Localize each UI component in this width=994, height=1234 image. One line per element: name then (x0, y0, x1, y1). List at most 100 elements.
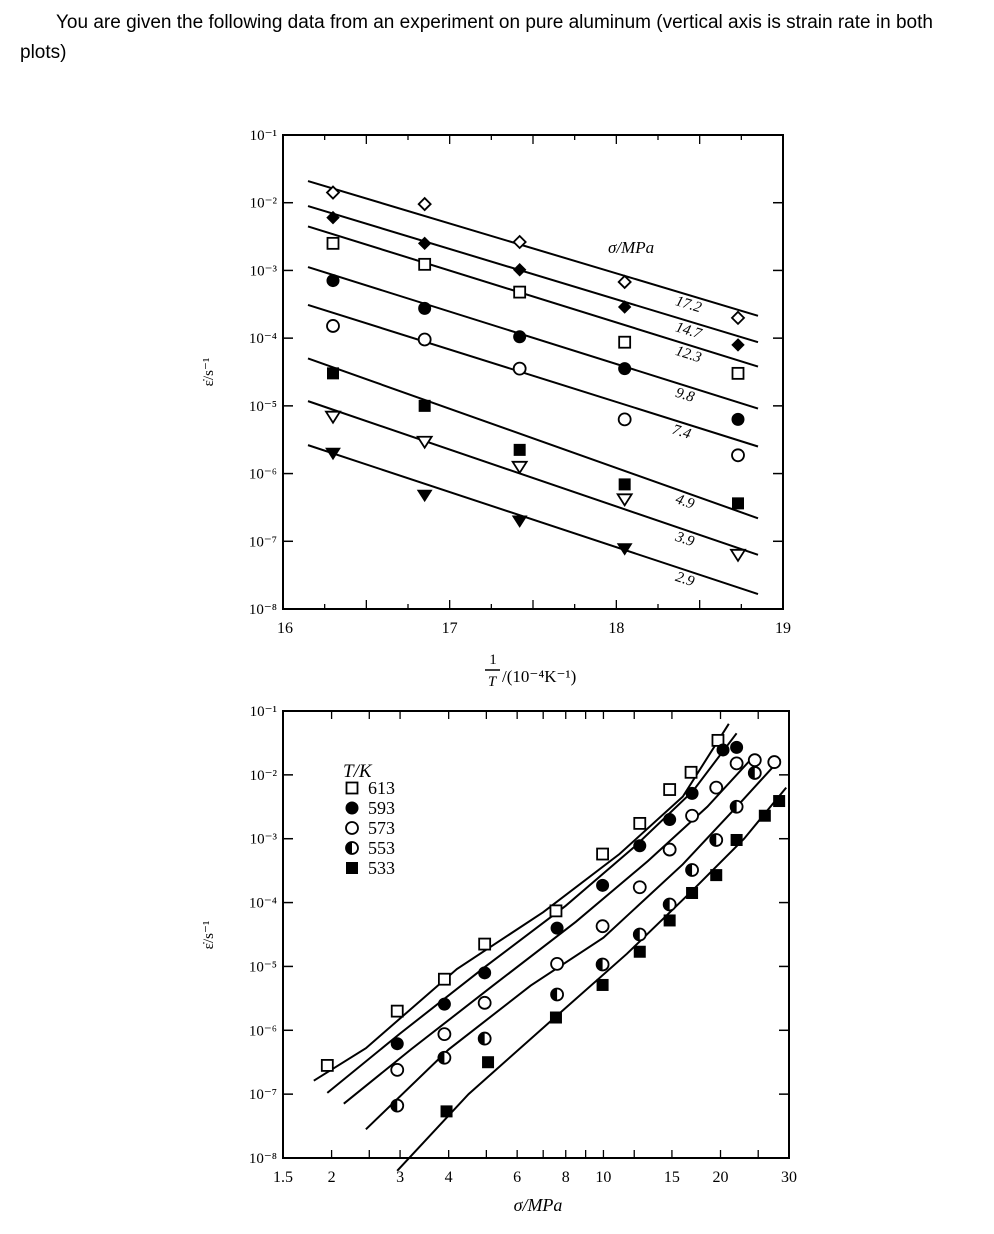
y-tick-label: 10⁻⁵ (249, 399, 277, 415)
data-point-573 (709, 780, 724, 795)
data-point-613 (711, 733, 725, 747)
y-tick-label: 10⁻² (250, 768, 278, 784)
x-tick-labels-top: 16 17 18 19 (277, 620, 791, 637)
data-point-533 (710, 869, 723, 882)
x-axis-label-den: T (488, 674, 498, 690)
data-point-613 (663, 783, 677, 796)
data-point-4.9 (618, 478, 631, 491)
fit-line-553 (365, 758, 782, 1131)
data-point-4.9 (418, 399, 431, 412)
legend-label-553: 553 (368, 838, 395, 858)
data-point-553 (662, 897, 677, 912)
data-point-17.2 (417, 196, 432, 212)
data-point-533 (758, 809, 771, 822)
data-point-3.9 (324, 410, 342, 425)
data-point-12.3 (731, 366, 745, 380)
x-axis-label-bottom: σ/MPa (514, 1195, 563, 1215)
fit-line-9.8 (307, 266, 759, 410)
x-tick-label: 4 (445, 1169, 453, 1186)
data-point-9.8 (731, 412, 745, 426)
data-point-573 (595, 919, 610, 934)
x-tick-label: 1.5 (273, 1169, 293, 1186)
data-point-2.9 (616, 543, 633, 556)
legend-marker-533 (346, 862, 358, 874)
data-point-3.9 (416, 435, 434, 450)
data-point-533 (730, 833, 743, 846)
data-point-14.7 (512, 263, 527, 277)
data-point-533 (549, 1011, 562, 1024)
data-point-9.8 (513, 330, 527, 344)
data-point-533 (633, 945, 646, 958)
data-point-4.9 (732, 497, 744, 510)
data-point-553 (390, 1098, 405, 1113)
y-tick-label: 10⁻³ (250, 263, 278, 279)
x-tick-label: 30 (781, 1169, 797, 1186)
data-point-593 (390, 1037, 404, 1051)
data-point-9.8 (618, 362, 632, 376)
data-point-9.8 (418, 301, 432, 315)
data-point-12.3 (418, 257, 432, 271)
data-point-14.7 (731, 338, 745, 352)
axis-ticks-bottom (283, 710, 789, 1159)
data-point-2.9 (325, 447, 341, 461)
data-point-12.3 (618, 335, 632, 349)
line-label-4.9: 4.9 (673, 491, 697, 513)
legend-label-613: 613 (368, 778, 395, 798)
data-point-553 (595, 957, 610, 972)
x-tick-label: 17 (442, 620, 458, 637)
data-point-573 (437, 1027, 452, 1042)
data-point-573 (729, 756, 744, 771)
data-point-17.2 (512, 234, 527, 250)
chart-arrhenius: 10⁻¹10⁻²10⁻³10⁻⁴10⁻⁵10⁻⁶10⁻⁷10⁻⁸ 16 17 18 1… (201, 128, 791, 690)
legend-marker-593 (345, 801, 359, 815)
y-axis-label-top: ε̇/s⁻¹ (201, 358, 217, 387)
line-label-17.2: 17.2 (674, 293, 704, 316)
data-point-533 (773, 795, 786, 808)
data-point-613 (437, 972, 451, 986)
plot-frame-bottom (282, 710, 790, 1159)
data-point-593 (478, 966, 492, 980)
data-point-7.4 (417, 332, 432, 347)
fit-line-4.9 (307, 357, 759, 520)
data-point-593 (550, 921, 564, 935)
fit-line-7.4 (307, 304, 759, 448)
data-point-3.9 (511, 460, 529, 475)
data-point-573 (747, 753, 762, 768)
data-point-553 (550, 987, 564, 1002)
y-tick-label: 10⁻⁵ (249, 959, 277, 975)
data-point-533 (686, 886, 699, 899)
data-point-613 (549, 904, 563, 918)
data-point-573 (477, 995, 492, 1010)
legend-label-533: 533 (368, 858, 395, 878)
data-point-17.2 (730, 310, 746, 326)
line-label-9.8: 9.8 (673, 385, 696, 406)
y-tick-label: 10⁻⁸ (249, 602, 277, 618)
line-labels-top: 17.2 14.712.3 9.8 7.4 4.9 3.9 2.9 (670, 293, 705, 590)
legend-title-top: σ/MPa (608, 238, 654, 257)
y-tick-label: 10⁻² (250, 196, 278, 212)
data-point-593 (685, 786, 699, 800)
fit-line-17.2 (307, 180, 759, 317)
data-point-7.4 (326, 319, 340, 333)
data-point-613 (478, 937, 492, 951)
y-tick-label: 10⁻⁸ (249, 1151, 277, 1167)
data-point-613 (596, 847, 609, 861)
x-axis-label-top: 1 T /(10⁻⁴K⁻¹) (485, 652, 576, 690)
y-tick-label: 10⁻¹ (250, 704, 277, 720)
y-tick-label: 10⁻⁶ (249, 467, 277, 483)
data-point-573 (662, 842, 677, 857)
y-tick-label: 10⁻⁴ (249, 896, 277, 912)
y-axis-label-bottom: ε̇/s⁻¹ (201, 921, 217, 950)
data-points-top (324, 185, 747, 563)
data-point-553 (632, 927, 647, 942)
x-tick-label: 6 (513, 1169, 521, 1186)
x-tick-label: 15 (664, 1169, 680, 1186)
fit-line-2.9 (307, 444, 759, 596)
y-tick-labels-top: 10⁻¹ 10⁻² 10⁻³ 10⁻⁴ 10⁻⁵ 10⁻⁶ 10⁻⁷ 10⁻⁸ (249, 128, 278, 618)
fit-line-12.3 (307, 225, 759, 368)
data-point-573 (632, 880, 647, 895)
problem-statement: You are given the following data from an… (20, 12, 933, 63)
data-point-573 (550, 956, 564, 971)
fit-line-573 (343, 758, 753, 1105)
